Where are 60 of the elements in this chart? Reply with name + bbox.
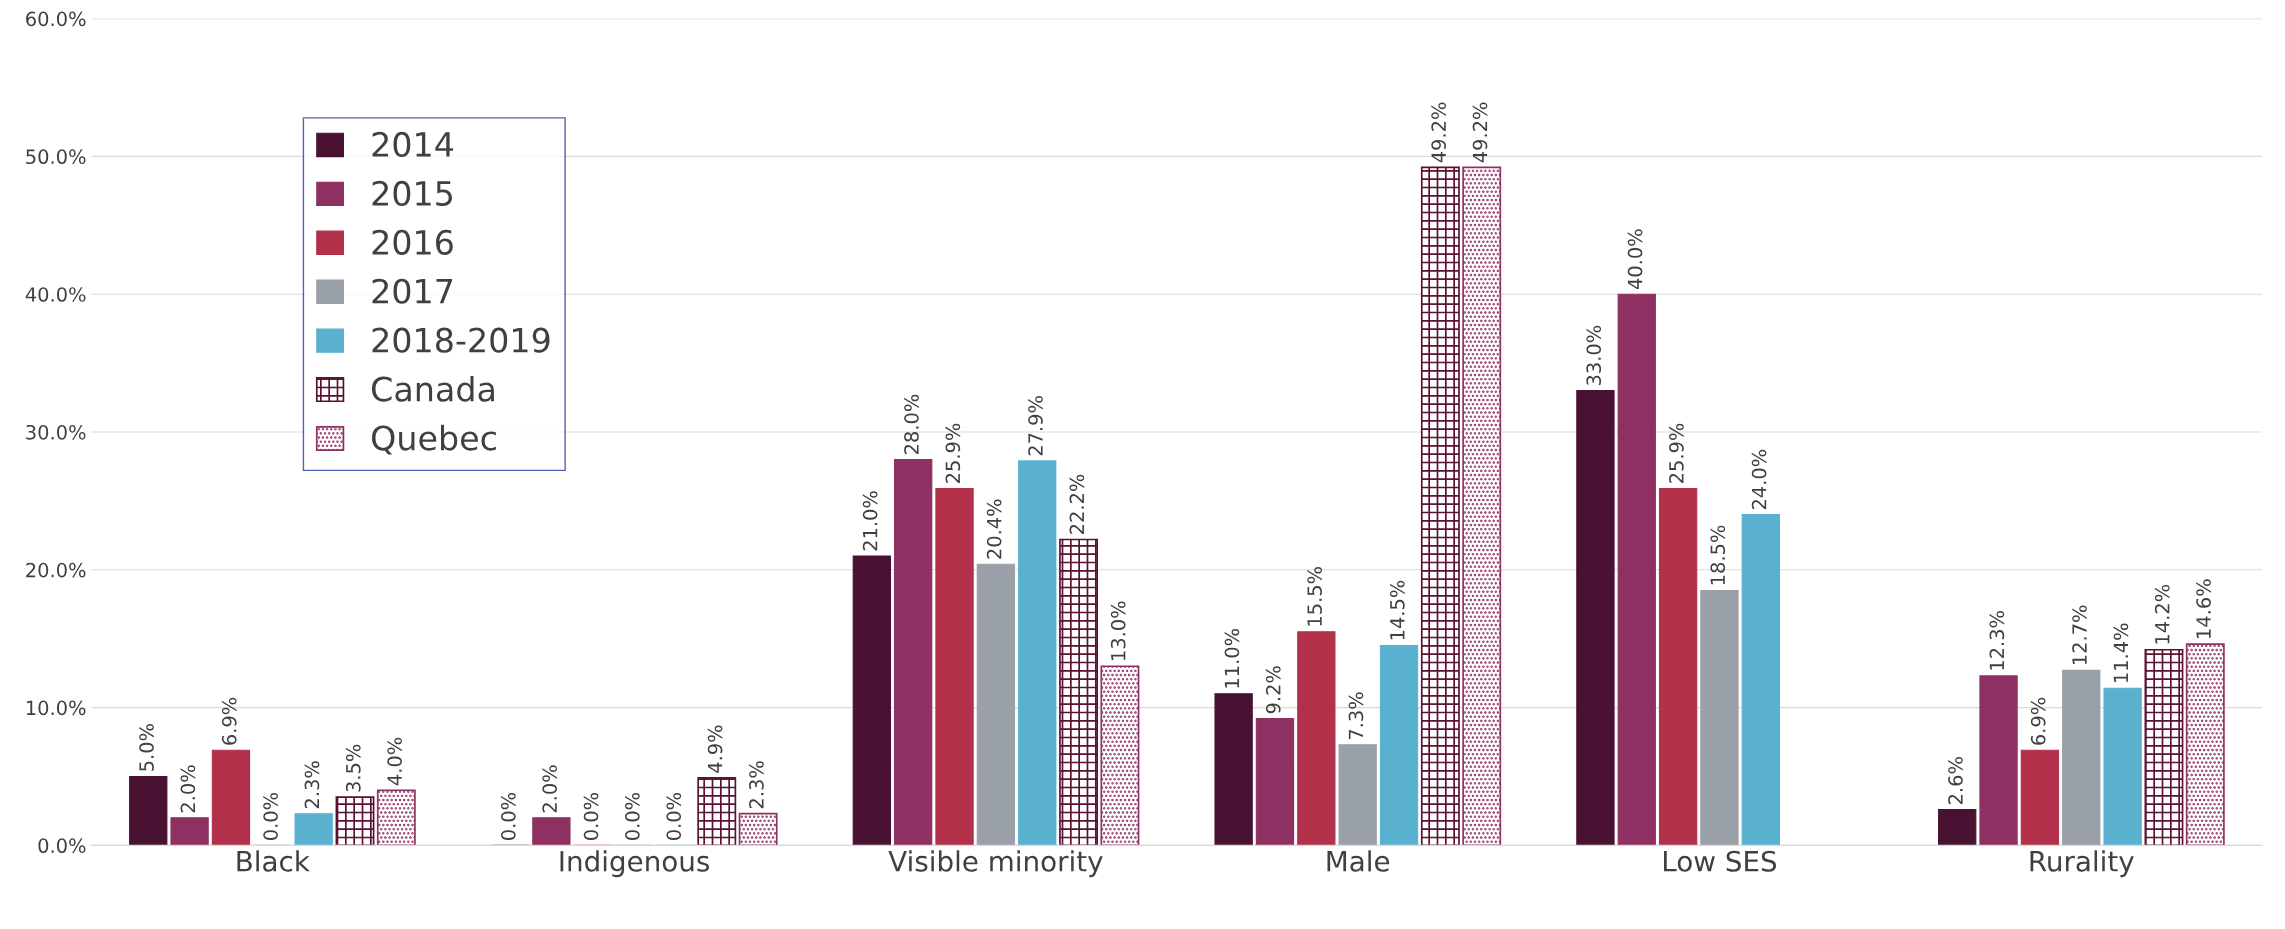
data-label: 0.0% [583, 792, 599, 840]
data-label: 40.0% [1627, 229, 1643, 290]
data-label: 49.2% [1472, 102, 1488, 163]
data-label: 14.2% [2154, 584, 2170, 644]
data-label: 6.9% [221, 697, 237, 745]
x-tick-label: Rurality [2030, 850, 2134, 878]
data-label: 25.9% [945, 423, 961, 483]
data-label: 0.0% [263, 792, 278, 840]
data-label: 0.0% [500, 792, 516, 840]
data-label: 21.0% [862, 491, 878, 551]
x-tick-label: Visible minority [888, 850, 1103, 878]
y-tick-label: 50.0% [26, 149, 86, 165]
data-label: 12.7% [2072, 605, 2087, 665]
legend-label: 2018-2019 [372, 327, 550, 353]
data-label: 27.9% [1028, 396, 1043, 456]
legend-label: Canada [371, 375, 494, 402]
data-label: 15.5% [1307, 566, 1322, 626]
data-label: 9.2% [1265, 666, 1281, 714]
data-label: 14.6% [2196, 579, 2211, 638]
y-tick-label: 0.0% [38, 838, 86, 854]
data-label: 28.0% [904, 394, 919, 454]
data-label: 13.0% [1110, 601, 1126, 660]
x-tick-label: Black [237, 850, 310, 872]
y-tick-label: 10.0% [26, 700, 86, 716]
x-tick-label: Low SES [1664, 850, 1777, 872]
data-label: 2.0% [542, 765, 558, 813]
data-label: 11.4% [2113, 623, 2129, 683]
data-label: 7.3% [1348, 692, 1364, 740]
data-label: 33.0% [1586, 325, 1602, 386]
legend-label: 2017 [372, 278, 453, 304]
data-label: 4.0% [387, 737, 402, 786]
y-tick-label: 20.0% [26, 562, 86, 578]
data-label: 24.0% [1751, 449, 1767, 510]
data-label: 2.0% [180, 765, 196, 813]
data-label: 14.5% [1389, 580, 1405, 640]
data-label: 22.2% [1069, 474, 1085, 534]
data-label: 4.9% [707, 725, 723, 773]
data-label: 2.3% [304, 761, 320, 809]
data-label: 25.9% [1669, 423, 1684, 483]
data-label: 11.0% [1224, 628, 1240, 688]
legend-label: 2016 [372, 229, 453, 255]
data-label: 49.2% [1431, 102, 1447, 163]
data-label: 3.5% [345, 744, 361, 792]
data-label: 20.4% [986, 499, 1002, 559]
x-tick-label: Male [1327, 850, 1390, 872]
legend-label: Quebec [371, 424, 496, 455]
data-label: 12.3% [1989, 611, 2005, 670]
data-label: 18.5% [1710, 525, 1726, 585]
y-tick-label: 30.0% [26, 424, 86, 440]
data-label: 2.3% [749, 761, 764, 809]
y-tick-label: 40.0% [25, 287, 86, 302]
legend-label: 2015 [372, 180, 453, 206]
data-label: 5.0% [139, 724, 154, 771]
data-label: 2.6% [1948, 757, 1963, 804]
data-label: 0.0% [625, 792, 640, 840]
x-tick-label: Indigenous [560, 850, 709, 878]
legend-label: 2014 [372, 131, 454, 158]
y-tick-label: 60.0% [26, 11, 86, 27]
data-label: 0.0% [666, 792, 682, 840]
data-label: 6.9% [2030, 697, 2046, 745]
